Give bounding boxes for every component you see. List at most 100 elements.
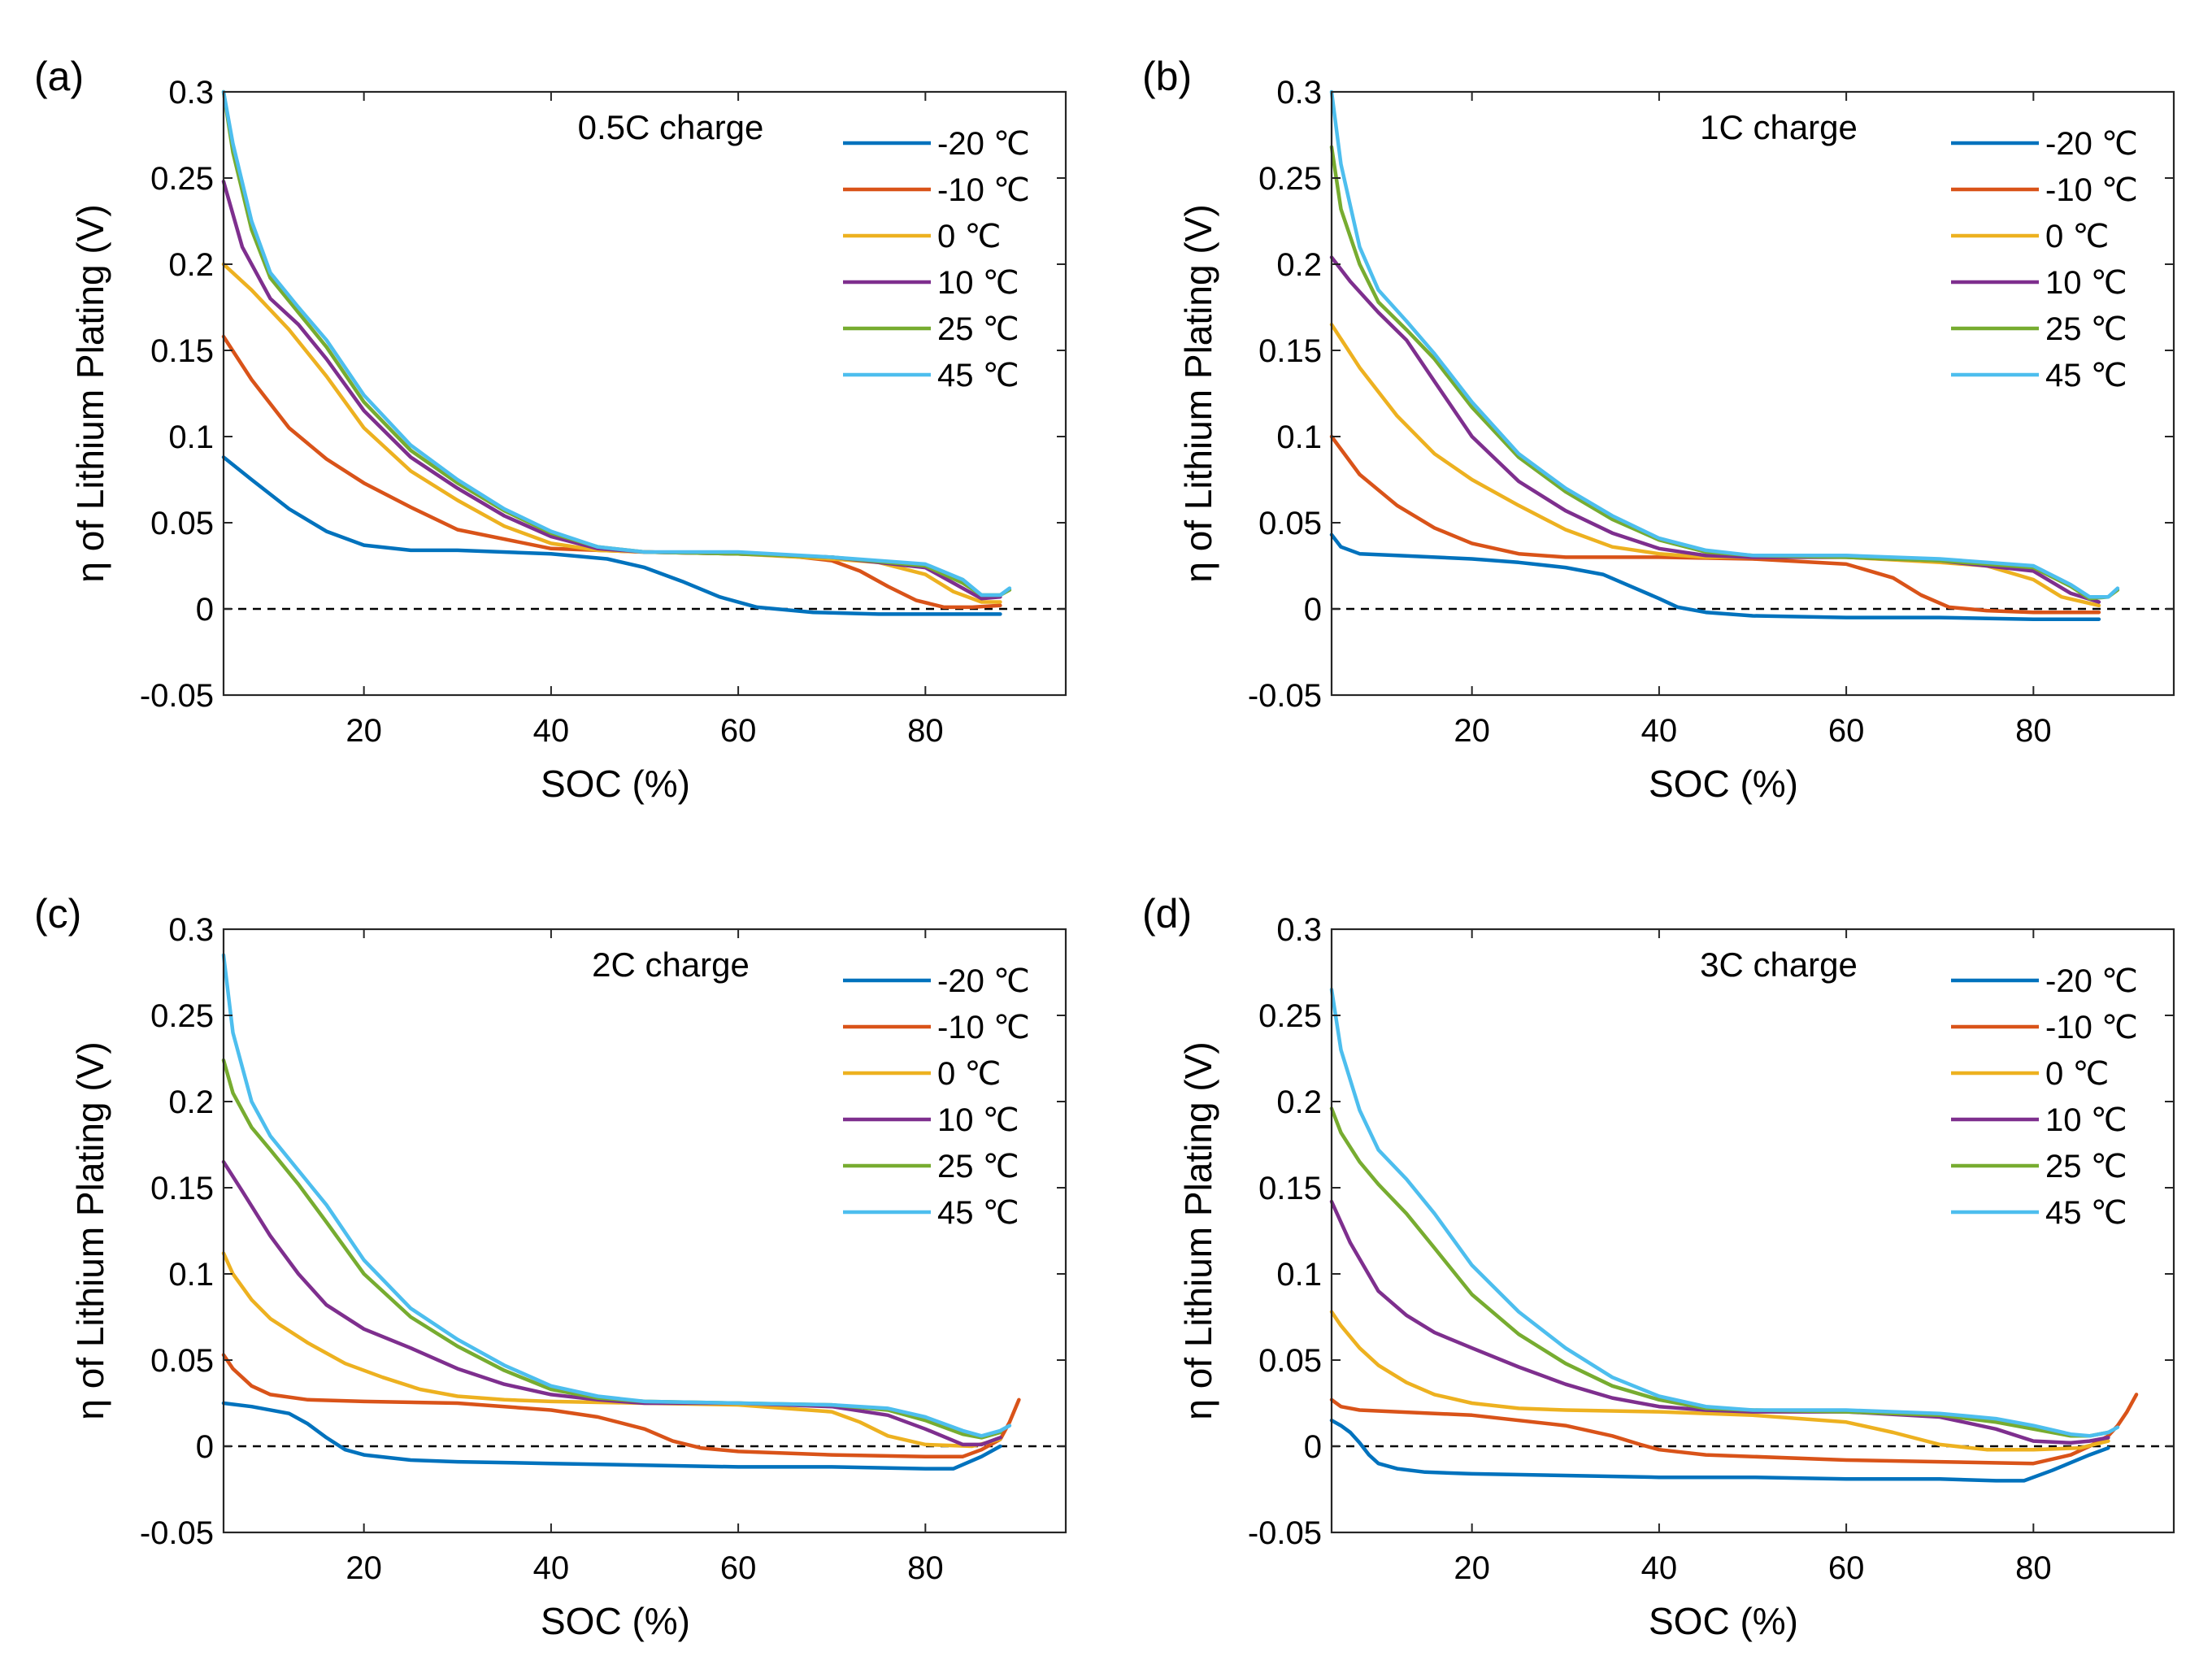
legend-label: 10 ℃ [937,1102,1019,1138]
y-tick-label: 0 [1304,1429,1322,1465]
panel-c: -0.05 0 0.05 0.1 0.15 0.2 0.25 0.3 20 40 60 80 SOC (… [34,891,1067,1642]
series-line-10 [1329,1199,2110,1445]
chart-title: 3C charge [1700,945,1858,984]
chart-title: 1C charge [1700,108,1858,146]
y-tick-label: 0.1 [168,419,214,455]
panel-label: (d) [1142,891,1192,937]
y-tick-label: 0.25 [1258,998,1322,1034]
plot-area [224,929,1066,1532]
series-line-45 [1329,987,2120,1438]
y-tick-label: 0.15 [150,1171,214,1206]
y-tick-label: -0.05 [1248,678,1322,714]
axes-box [222,90,1067,697]
y-tick-label: 0.3 [1276,912,1322,948]
y-tick-label: 0.3 [168,912,214,948]
series-line-10 [221,1159,1002,1447]
y-tick-label: 0.25 [150,998,214,1034]
y-tick-label: 0.15 [1258,1171,1322,1206]
y-tick-label: 0.05 [150,506,214,541]
series-line-minus20 [1329,1418,2110,1483]
legend-label: 0 ℃ [937,219,1001,254]
series-line-minus20 [221,1401,1002,1471]
y-tick-label: 0.05 [150,1343,214,1379]
legend-label: 0 ℃ [2045,219,2109,254]
legend-label: -10 ℃ [2045,172,2138,208]
y-axis-label: η of Lithium Plating (V) [69,1041,111,1419]
x-axis-label: SOC (%) [541,763,690,805]
x-tick-label: 20 [345,1550,382,1586]
legend-label: 45 ℃ [2045,1195,2127,1231]
legend-label: 25 ℃ [2045,1149,2127,1184]
x-axis-label: SOC (%) [541,1600,690,1642]
x-tick-label: 20 [345,713,382,749]
legend-label: 25 ℃ [937,311,1019,347]
x-tick-label: 80 [907,713,944,749]
axes-box [222,928,1067,1534]
y-tick-label: 0.2 [168,1084,214,1120]
series-line-minus20 [1329,532,2101,621]
y-tick-label: 0.1 [168,1257,214,1293]
legend-label: -20 ℃ [2045,963,2138,999]
y-tick-label: -0.05 [140,678,214,714]
y-tick-label: -0.05 [140,1515,214,1551]
x-tick-label: 80 [2015,1550,2052,1586]
panel-a: -0.05 0 0.05 0.1 0.15 0.2 0.25 0.3 20 40 60 80 SOC (… [34,54,1067,805]
y-tick-label: 0.15 [150,333,214,369]
y-tick-label: 0.05 [1258,506,1322,541]
panel-d: -0.05 0 0.05 0.1 0.15 0.2 0.25 0.3 20 40 60 80 SOC (… [1142,891,2175,1642]
y-tick-label: 0.2 [1276,1084,1322,1120]
x-tick-label: 80 [2015,713,2052,749]
y-tick-label: 0.3 [168,75,214,111]
legend-label: 45 ℃ [937,358,1019,393]
panel-label: (a) [34,54,84,99]
x-tick-label: 80 [907,1550,944,1586]
series-line-0 [1329,322,2101,608]
legend-label: 25 ℃ [937,1149,1019,1184]
legend-label: -20 ℃ [2045,126,2138,162]
series-line-10 [221,179,1002,601]
axes-box [1330,90,2175,697]
plot-area [1332,929,2174,1532]
series-line-minus10 [221,1353,1021,1458]
x-tick-label: 60 [720,713,757,749]
y-tick-label: 0 [1304,592,1322,628]
legend-label: -10 ℃ [2045,1010,2138,1045]
panel-b: -0.05 0 0.05 0.1 0.15 0.2 0.25 0.3 20 40 60 80 SOC (… [1142,54,2175,805]
series-line-25 [221,1058,1002,1440]
x-tick-label: 60 [1828,713,1865,749]
legend-label: -20 ℃ [937,126,1030,162]
panel-label: (c) [34,891,81,937]
y-tick-label: 0.05 [1258,1343,1322,1379]
legend-label: 0 ℃ [937,1056,1001,1092]
x-axis-label: SOC (%) [1649,763,1798,805]
x-tick-label: 20 [1454,713,1490,749]
x-tick-label: 40 [533,713,570,749]
axes-box [1330,928,2175,1534]
x-tick-label: 60 [1828,1550,1865,1586]
y-tick-label: 0 [196,592,214,628]
legend-label: 10 ℃ [937,265,1019,301]
legend-label: 10 ℃ [2045,265,2127,301]
legend-label: 45 ℃ [2045,358,2127,393]
y-tick-label: 0 [196,1429,214,1465]
legend-label: -20 ℃ [937,963,1030,999]
series-line-minus20 [221,455,1002,616]
series-line-45 [221,89,1012,598]
y-axis-label: η of Lithium Plating (V) [1177,204,1219,582]
legend-label: 45 ℃ [937,1195,1019,1231]
chart-title: 2C charge [592,945,750,984]
y-tick-label: 0.15 [1258,333,1322,369]
legend-label: -10 ℃ [937,172,1030,208]
y-axis-label: η of Lithium Plating (V) [69,204,111,582]
x-tick-label: 40 [1641,713,1678,749]
y-axis-label: η of Lithium Plating (V) [1177,1041,1219,1419]
x-tick-label: 20 [1454,1550,1490,1586]
series-line-45 [1329,89,2120,599]
y-tick-label: 0.3 [1276,75,1322,111]
legend-label: 25 ℃ [2045,311,2127,347]
plot-area [1332,92,2174,695]
series-line-0 [221,262,1002,604]
legend-label: -10 ℃ [937,1010,1030,1045]
y-tick-label: 0.25 [150,161,214,197]
